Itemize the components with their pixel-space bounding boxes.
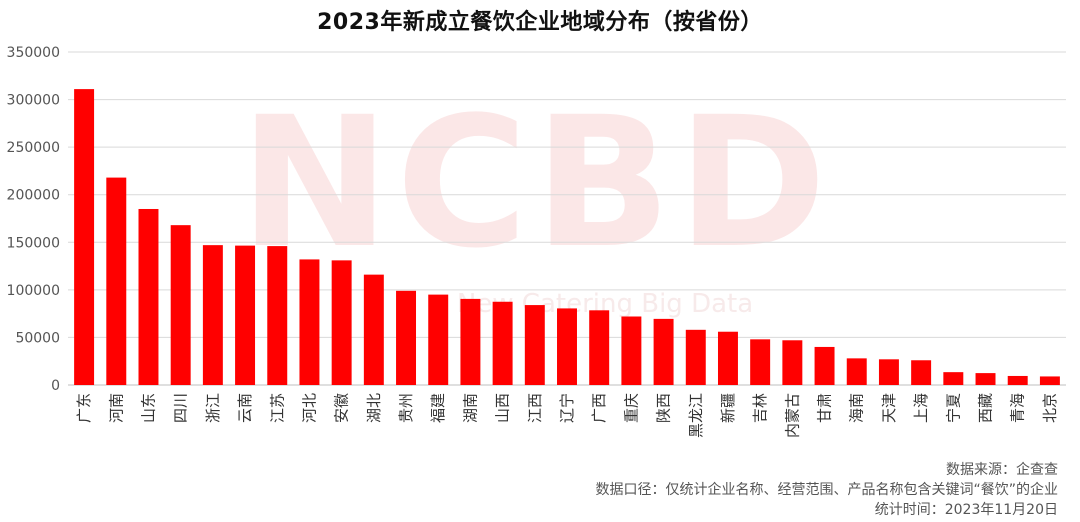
x-tick-label: 上海 xyxy=(912,393,930,423)
bar-山东 xyxy=(138,208,159,385)
y-tick-label: 300000 xyxy=(7,93,60,109)
x-tick-label: 云南 xyxy=(236,393,254,423)
bar-福建 xyxy=(428,294,449,385)
bar-辽宁 xyxy=(557,308,577,385)
y-tick-label: 50000 xyxy=(15,330,60,346)
y-tick-label: 200000 xyxy=(7,188,60,204)
bar-西藏 xyxy=(975,373,996,385)
bar-chart: NCBD New Catering Big Data 0 50000 100000 1… xyxy=(7,45,1066,438)
x-tick-label: 海南 xyxy=(848,393,866,423)
x-tick-label: 陕西 xyxy=(655,393,673,423)
bar-浙江 xyxy=(202,245,223,385)
bar-安徽 xyxy=(331,260,352,385)
x-tick-label: 浙江 xyxy=(204,393,222,423)
x-tick-label: 福建 xyxy=(429,393,447,423)
watermark-logo: NCBD xyxy=(239,79,832,288)
y-tick-label: 350000 xyxy=(7,45,60,61)
bar-上海 xyxy=(911,360,932,385)
bar-黑龙江 xyxy=(685,329,706,385)
x-tick-label: 贵州 xyxy=(397,393,415,423)
x-tick-label: 江西 xyxy=(526,393,544,423)
x-tick-label: 山东 xyxy=(139,393,157,423)
x-tick-label: 湖南 xyxy=(461,393,479,423)
bars xyxy=(74,89,1060,385)
bar-广西 xyxy=(589,310,610,385)
bar-云南 xyxy=(235,245,256,385)
x-tick-label: 青海 xyxy=(1009,393,1027,423)
y-tick-label: 250000 xyxy=(7,140,60,156)
bar-湖北 xyxy=(363,274,384,385)
chart-title: 2023年新成立餐饮企业地域分布（按省份） xyxy=(317,10,763,35)
bar-新疆 xyxy=(717,331,738,385)
scope-note: 数据口径：仅统计企业名称、经营范围、产品名称包含关键词“餐饮”的企业 xyxy=(595,482,1058,498)
bar-青海 xyxy=(1007,375,1028,385)
bar-广东 xyxy=(74,89,95,385)
x-tick-label: 甘肃 xyxy=(816,393,834,423)
x-axis: 广东 河南 山东 四川 浙江 云南 江苏 河北 安徽 湖北 贵州 福建 湖南 山西 江西 辽宁 广西 重庆 陕西 黑龙… xyxy=(75,393,1059,438)
x-tick-label: 新疆 xyxy=(719,393,737,423)
bar-陕西 xyxy=(653,318,674,385)
bar-山西 xyxy=(492,301,513,385)
x-tick-label: 河南 xyxy=(107,393,125,423)
x-tick-label: 安徽 xyxy=(333,393,351,423)
watermark: NCBD New Catering Big Data xyxy=(239,79,832,319)
x-tick-label: 广西 xyxy=(590,393,608,423)
notes: 数据来源：企查查 数据口径：仅统计企业名称、经营范围、产品名称包含关键词“餐饮”… xyxy=(595,460,1058,520)
y-tick-label: 150000 xyxy=(7,235,60,251)
bar-内蒙古 xyxy=(782,340,803,385)
x-tick-label: 江苏 xyxy=(268,393,286,423)
bar-甘肃 xyxy=(814,346,835,385)
y-tick-label: 100000 xyxy=(7,283,60,299)
x-tick-label: 河北 xyxy=(300,393,318,423)
x-tick-label: 吉林 xyxy=(751,393,769,423)
x-tick-label: 四川 xyxy=(172,393,190,423)
source-note: 数据来源：企查查 xyxy=(946,462,1058,478)
x-tick-label: 广东 xyxy=(75,393,93,423)
bar-重庆 xyxy=(621,316,642,385)
x-tick-label: 重庆 xyxy=(622,393,640,423)
x-tick-label: 辽宁 xyxy=(558,393,576,423)
x-tick-label: 北京 xyxy=(1041,393,1059,423)
x-tick-label: 内蒙古 xyxy=(783,393,801,438)
bar-贵州 xyxy=(396,290,417,385)
bar-河北 xyxy=(299,259,320,385)
x-tick-label: 西藏 xyxy=(977,393,995,423)
y-tick-label: 0 xyxy=(51,378,60,394)
x-tick-label: 山西 xyxy=(494,393,512,423)
bar-湖南 xyxy=(460,298,481,385)
x-tick-label: 天津 xyxy=(880,393,898,423)
bar-北京 xyxy=(1039,376,1060,385)
bar-吉林 xyxy=(750,339,771,385)
bar-海南 xyxy=(846,358,867,385)
y-axis: 0 50000 100000 150000 200000 250000 300000 3500… xyxy=(7,45,60,394)
x-tick-label: 湖北 xyxy=(365,393,383,423)
x-tick-label: 黑龙江 xyxy=(687,393,705,438)
gridlines xyxy=(68,51,1066,386)
bar-天津 xyxy=(878,359,899,385)
bar-四川 xyxy=(170,225,191,385)
bar-江西 xyxy=(524,305,545,385)
bar-宁夏 xyxy=(943,372,964,385)
bar-江苏 xyxy=(267,246,288,385)
x-tick-label: 宁夏 xyxy=(944,393,962,423)
bar-河南 xyxy=(106,177,127,385)
time-note: 统计时间：2023年11月20日 xyxy=(874,502,1058,518)
